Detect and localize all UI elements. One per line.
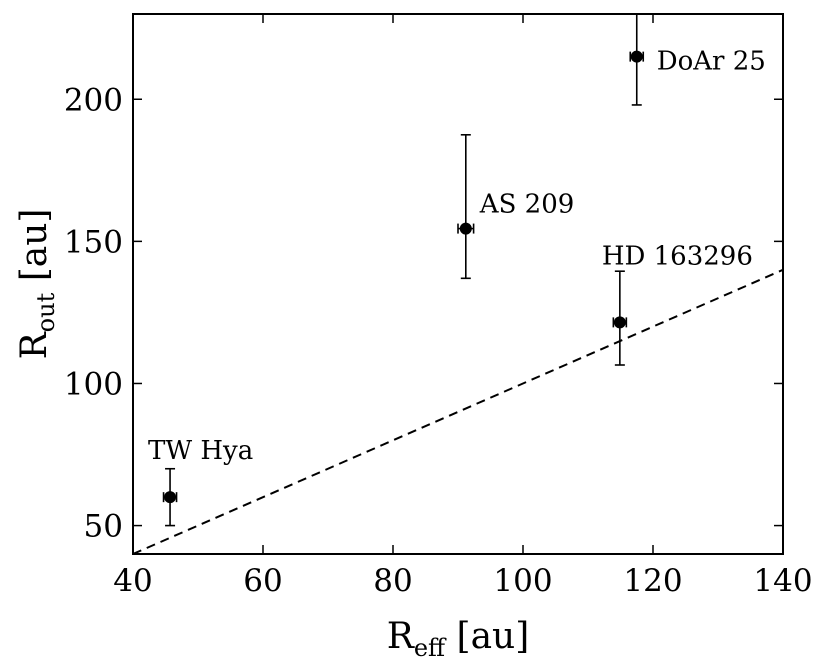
x-axis-label: Reff [au] [387,616,530,662]
data-point [459,222,472,235]
x-tick-label: 80 [373,563,412,599]
point-label: TW Hya [148,436,253,466]
x-tick-label: 40 [113,563,152,599]
y-axis-label: Rout [au] [14,209,60,360]
x-tick-label: 100 [493,563,552,599]
y-tick-label: 50 [84,509,123,545]
data-point [164,491,177,504]
point-label: DoAr 25 [657,47,766,77]
error-bar [457,133,475,280]
y-tick-label: 200 [64,82,123,118]
reference-line [133,268,783,554]
x-tick-label: 120 [623,563,682,599]
point-label: AS 209 [479,190,574,220]
axes-frame [132,13,784,555]
data-point [630,50,643,63]
point-label: HD 163296 [602,241,753,271]
data-point [613,316,626,329]
y-tick-label: 150 [64,224,123,260]
x-tick-label: 140 [753,563,812,599]
y-tick-label: 100 [64,366,123,402]
x-tick-label: 60 [243,563,282,599]
